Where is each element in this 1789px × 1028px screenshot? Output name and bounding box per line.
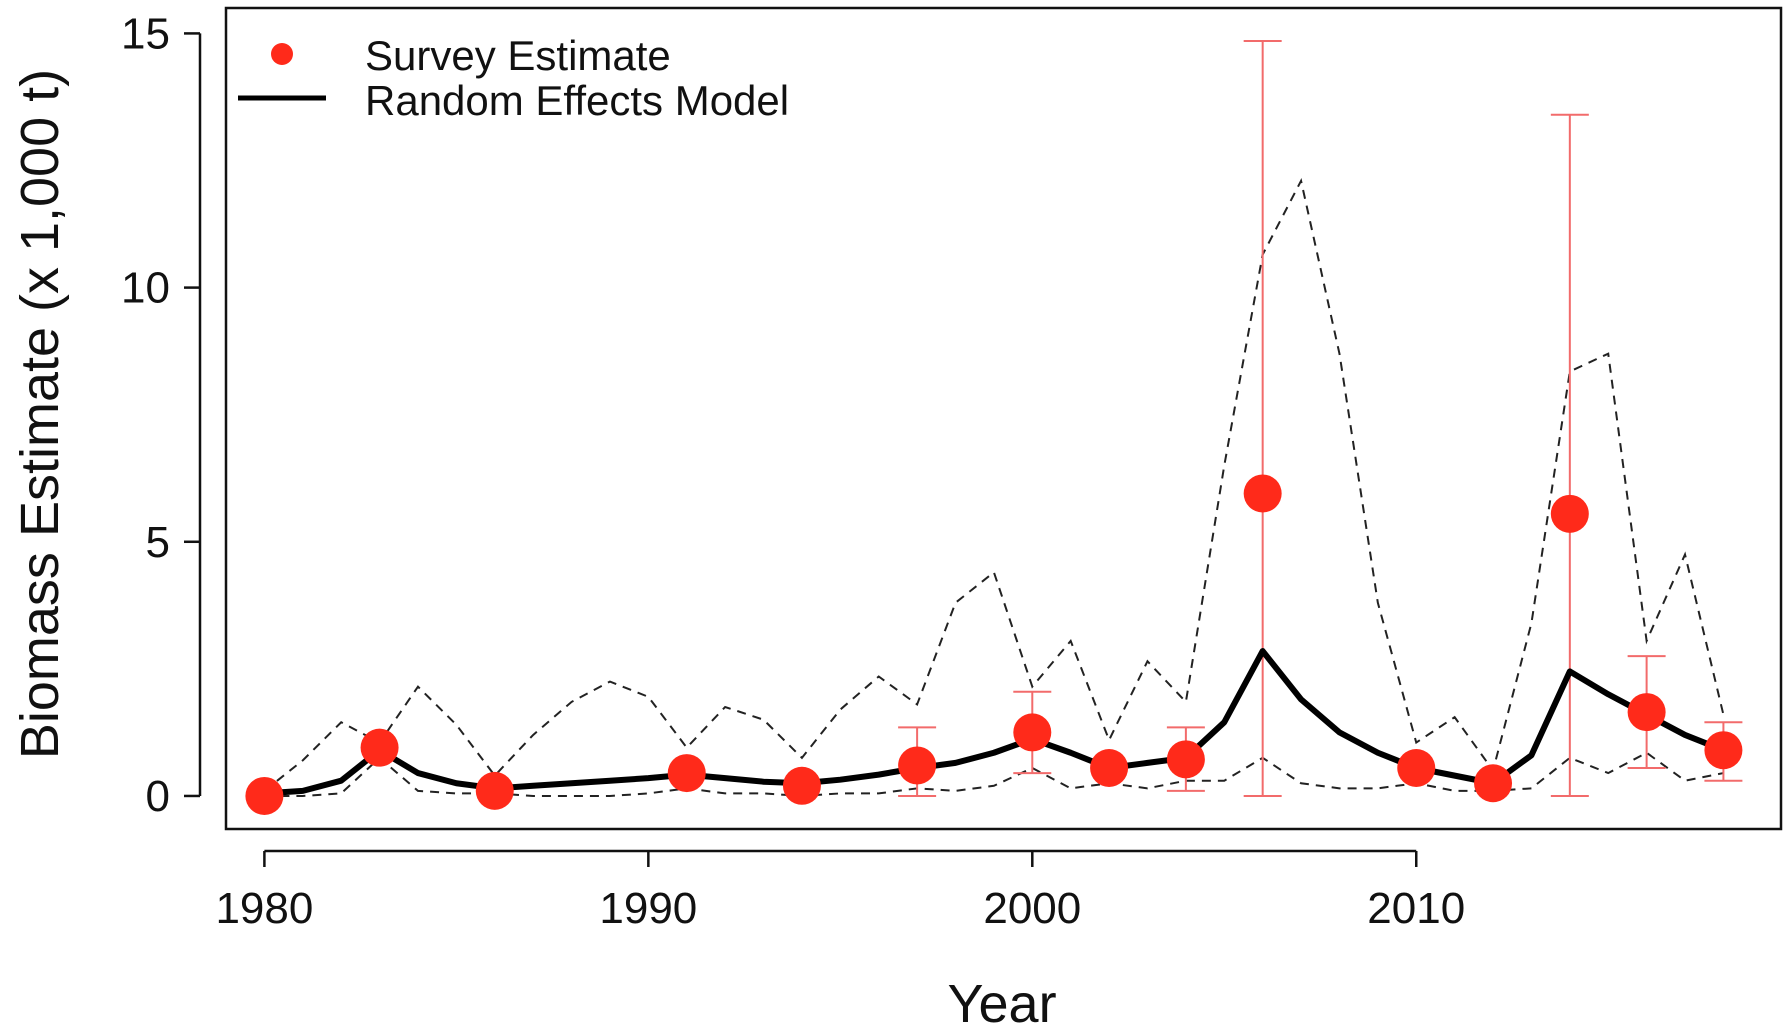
x-tick-label-2000: 2000 bbox=[983, 884, 1081, 933]
x-tick-label-1990: 1990 bbox=[599, 884, 697, 933]
survey-point-2006 bbox=[1243, 474, 1282, 513]
legend-model-label: Random Effects Model bbox=[365, 77, 789, 124]
survey-point-1986 bbox=[475, 771, 514, 810]
survey-point-2014 bbox=[1550, 494, 1589, 533]
y-tick-label-15: 15 bbox=[121, 9, 170, 58]
y-tick-label-5: 5 bbox=[146, 518, 170, 567]
survey-point-2016 bbox=[1627, 693, 1666, 732]
survey-point-1997 bbox=[898, 746, 937, 785]
y-tick-label-0: 0 bbox=[146, 772, 170, 821]
survey-point-2010 bbox=[1397, 748, 1436, 787]
x-tick-label-2010: 2010 bbox=[1367, 884, 1465, 933]
x-tick-label-1980: 1980 bbox=[215, 884, 313, 933]
legend: Survey Estimate Random Effects Model bbox=[238, 32, 789, 124]
survey-point-1980 bbox=[245, 776, 284, 815]
survey-point-2018 bbox=[1704, 731, 1743, 770]
y-tick-label-10: 10 bbox=[121, 264, 170, 313]
survey-point-1994 bbox=[782, 766, 821, 805]
survey-point-1983 bbox=[360, 728, 399, 767]
plot-layer: 1980 1990 2000 2010 0 5 10 15 bbox=[121, 6, 1783, 933]
legend-survey-symbol bbox=[271, 43, 293, 65]
survey-point-2004 bbox=[1166, 740, 1205, 779]
survey-point-2000 bbox=[1013, 713, 1052, 752]
plot-frame bbox=[224, 6, 1783, 831]
upper-interval-line bbox=[263, 177, 1725, 792]
legend-survey-label: Survey Estimate bbox=[365, 32, 671, 79]
survey-point-1991 bbox=[667, 754, 706, 793]
survey-point-2002 bbox=[1090, 748, 1129, 787]
x-axis-title: Year bbox=[947, 974, 1056, 1028]
y-axis-title: Biomass Estimate (x 1,000 t) bbox=[10, 69, 70, 759]
survey-point-2012 bbox=[1474, 764, 1513, 803]
